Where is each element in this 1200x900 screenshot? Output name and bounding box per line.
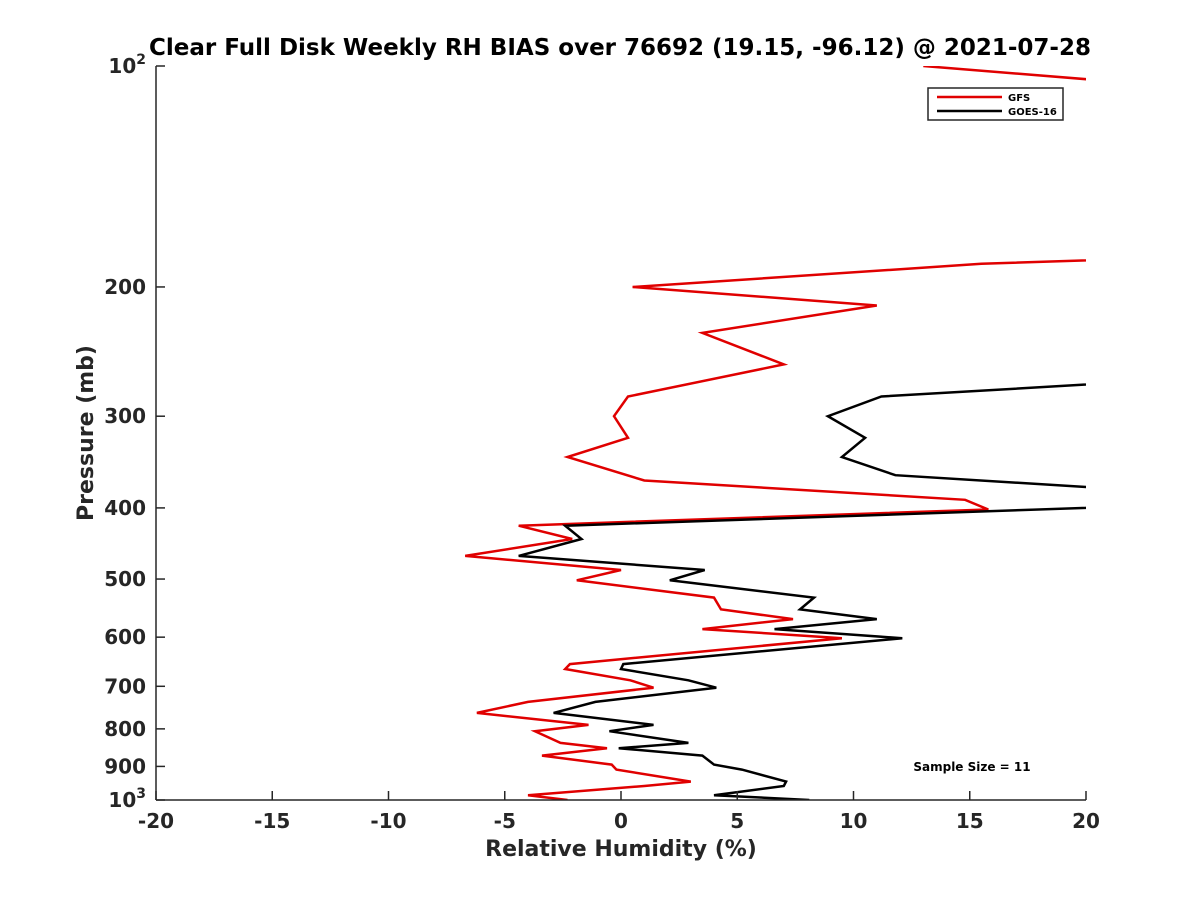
legend-label-gfs: GFS [1008, 93, 1030, 104]
x-tick-label: 5 [730, 809, 744, 833]
series-line-gfs [465, 66, 1086, 800]
x-tick-label: -10 [370, 809, 406, 833]
legend-label-goes16: GOES-16 [1008, 107, 1057, 118]
y-tick-label: 103 [108, 786, 146, 812]
x-tick-label: 15 [956, 809, 984, 833]
legend-box [927, 87, 1064, 121]
x-tick-label: 0 [614, 809, 628, 833]
y-tick-label: 900 [104, 754, 146, 778]
sample-size-annotation: Sample Size = 11 [913, 760, 1030, 774]
x-tick-label: -20 [138, 809, 174, 833]
x-axis-label: Relative Humidity (%) [485, 837, 757, 862]
y-tick-label: 600 [104, 625, 146, 649]
x-tick-label: 20 [1072, 809, 1100, 833]
y-tick-label: 300 [104, 404, 146, 428]
x-tick-label: -5 [494, 809, 516, 833]
x-ticks: -20 -15 -10 -5 0 5 10 15 20 [138, 791, 1100, 833]
y-tick-label: 200 [104, 275, 146, 299]
x-tick-label: -15 [254, 809, 290, 833]
y-ticks: 102 200 300 400 500 600 700 800 900 103 [104, 52, 165, 812]
y-tick-label: 700 [104, 674, 146, 698]
y-tick-label: 800 [104, 717, 146, 741]
x-tick-label: 10 [840, 809, 868, 833]
series-line-goes16 [518, 383, 1086, 800]
legend: GFS GOES-16 [927, 87, 1064, 121]
y-tick-label: 500 [104, 567, 146, 591]
chart-title: Clear Full Disk Weekly RH BIAS over 7669… [149, 35, 1091, 61]
y-axis-label: Pressure (mb) [74, 345, 99, 521]
y-tick-label: 102 [108, 52, 146, 78]
y-tick-label: 400 [104, 496, 146, 520]
series-layer [465, 66, 1086, 800]
